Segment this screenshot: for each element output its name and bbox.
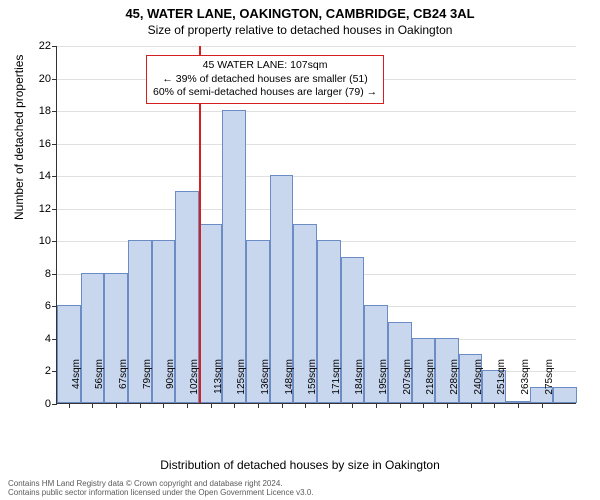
chart-subtitle: Size of property relative to detached ho… bbox=[0, 21, 600, 37]
x-tick-label: 240sqm bbox=[473, 359, 484, 409]
x-tick-mark bbox=[447, 403, 448, 408]
y-tick-label: 10 bbox=[39, 235, 57, 247]
x-tick-label: 148sqm bbox=[284, 359, 295, 409]
x-tick-label: 113sqm bbox=[213, 359, 224, 409]
grid-line bbox=[57, 209, 576, 210]
y-tick-label: 20 bbox=[39, 73, 57, 85]
y-tick-label: 12 bbox=[39, 203, 57, 215]
x-tick-mark bbox=[69, 403, 70, 408]
y-tick-label: 4 bbox=[45, 333, 57, 345]
x-tick-mark bbox=[258, 403, 259, 408]
x-tick-mark bbox=[282, 403, 283, 408]
x-tick-label: 44sqm bbox=[71, 359, 82, 409]
footer-attribution: Contains HM Land Registry data © Crown c… bbox=[8, 479, 314, 498]
x-tick-mark bbox=[211, 403, 212, 408]
x-tick-label: 136sqm bbox=[260, 359, 271, 409]
x-tick-label: 251sqm bbox=[496, 359, 507, 409]
x-tick-label: 90sqm bbox=[165, 359, 176, 409]
x-tick-mark bbox=[518, 403, 519, 408]
histogram-bar bbox=[553, 387, 577, 403]
x-tick-mark bbox=[400, 403, 401, 408]
x-tick-label: 125sqm bbox=[236, 359, 247, 409]
info-box: 45 WATER LANE: 107sqm ← 39% of detached … bbox=[146, 55, 384, 104]
x-tick-mark bbox=[471, 403, 472, 408]
y-tick-label: 2 bbox=[45, 365, 57, 377]
x-tick-mark bbox=[140, 403, 141, 408]
grid-line bbox=[57, 144, 576, 145]
x-tick-label: 263sqm bbox=[520, 359, 531, 409]
x-tick-label: 275sqm bbox=[544, 359, 555, 409]
x-tick-label: 159sqm bbox=[307, 359, 318, 409]
footer-line-1: Contains HM Land Registry data © Crown c… bbox=[8, 479, 314, 489]
x-tick-label: 67sqm bbox=[118, 359, 129, 409]
x-tick-label: 184sqm bbox=[354, 359, 365, 409]
x-axis-label: Distribution of detached houses by size … bbox=[0, 458, 600, 472]
x-tick-mark bbox=[187, 403, 188, 408]
x-tick-label: 56sqm bbox=[94, 359, 105, 409]
x-tick-label: 195sqm bbox=[378, 359, 389, 409]
y-tick-label: 22 bbox=[39, 40, 57, 52]
x-tick-label: 207sqm bbox=[402, 359, 413, 409]
y-tick-label: 16 bbox=[39, 138, 57, 150]
grid-line bbox=[57, 176, 576, 177]
x-tick-label: 218sqm bbox=[425, 359, 436, 409]
x-tick-label: 79sqm bbox=[142, 359, 153, 409]
grid-line bbox=[57, 46, 576, 47]
y-tick-label: 18 bbox=[39, 105, 57, 117]
x-tick-label: 228sqm bbox=[449, 359, 460, 409]
grid-line bbox=[57, 111, 576, 112]
x-tick-mark bbox=[329, 403, 330, 408]
x-tick-mark bbox=[116, 403, 117, 408]
chart-area: 024681012141618202244sqm56sqm67sqm79sqm9… bbox=[56, 46, 576, 404]
y-axis-label: Number of detached properties bbox=[12, 55, 26, 220]
y-tick-label: 8 bbox=[45, 268, 57, 280]
info-line-1: 45 WATER LANE: 107sqm bbox=[153, 59, 377, 73]
y-tick-label: 0 bbox=[45, 398, 57, 410]
y-tick-label: 14 bbox=[39, 170, 57, 182]
y-tick-label: 6 bbox=[45, 300, 57, 312]
chart-title: 45, WATER LANE, OAKINGTON, CAMBRIDGE, CB… bbox=[0, 0, 600, 21]
x-tick-label: 102sqm bbox=[189, 359, 200, 409]
x-tick-mark bbox=[542, 403, 543, 408]
info-line-3: 60% of semi-detached houses are larger (… bbox=[153, 86, 377, 100]
x-tick-mark bbox=[376, 403, 377, 408]
x-tick-label: 171sqm bbox=[331, 359, 342, 409]
footer-line-2: Contains public sector information licen… bbox=[8, 488, 314, 498]
info-line-2: ← 39% of detached houses are smaller (51… bbox=[153, 73, 377, 87]
